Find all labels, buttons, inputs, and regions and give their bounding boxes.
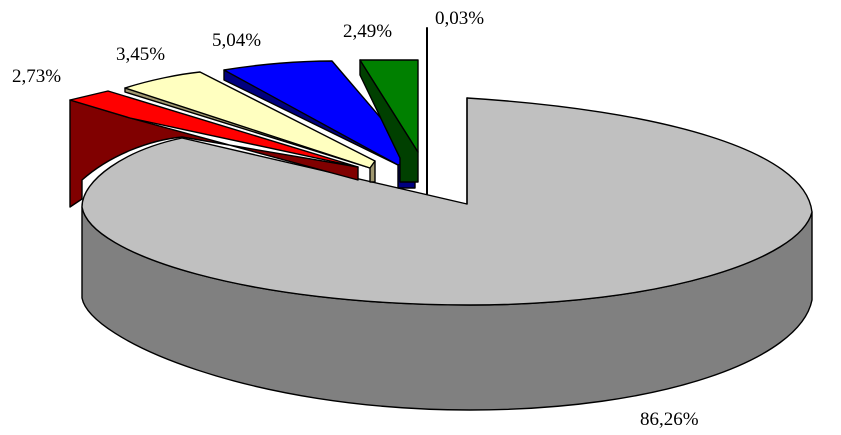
label-0-03: 0,03% — [435, 8, 484, 29]
slice-top-86-26 — [81, 97, 813, 306]
slice-top-2-73 — [69, 90, 359, 168]
slice-top-2-49 — [359, 59, 419, 153]
slice-top-3-45 — [124, 71, 376, 169]
slice-top-5-04 — [223, 60, 416, 166]
label-2-73: 2,73% — [12, 66, 61, 87]
slice-side-2-73 — [69, 99, 359, 208]
slice-group-86-26 — [81, 97, 813, 411]
slice-group-3-45 — [124, 71, 376, 183]
slice-group-2-73 — [69, 90, 359, 208]
label-5-04: 5,04% — [212, 30, 261, 51]
label-86-26: 86,26% — [640, 409, 699, 430]
slice-group-2-49 — [359, 59, 419, 183]
label-2-49: 2,49% — [343, 21, 392, 42]
label-3-45: 3,45% — [116, 44, 165, 65]
